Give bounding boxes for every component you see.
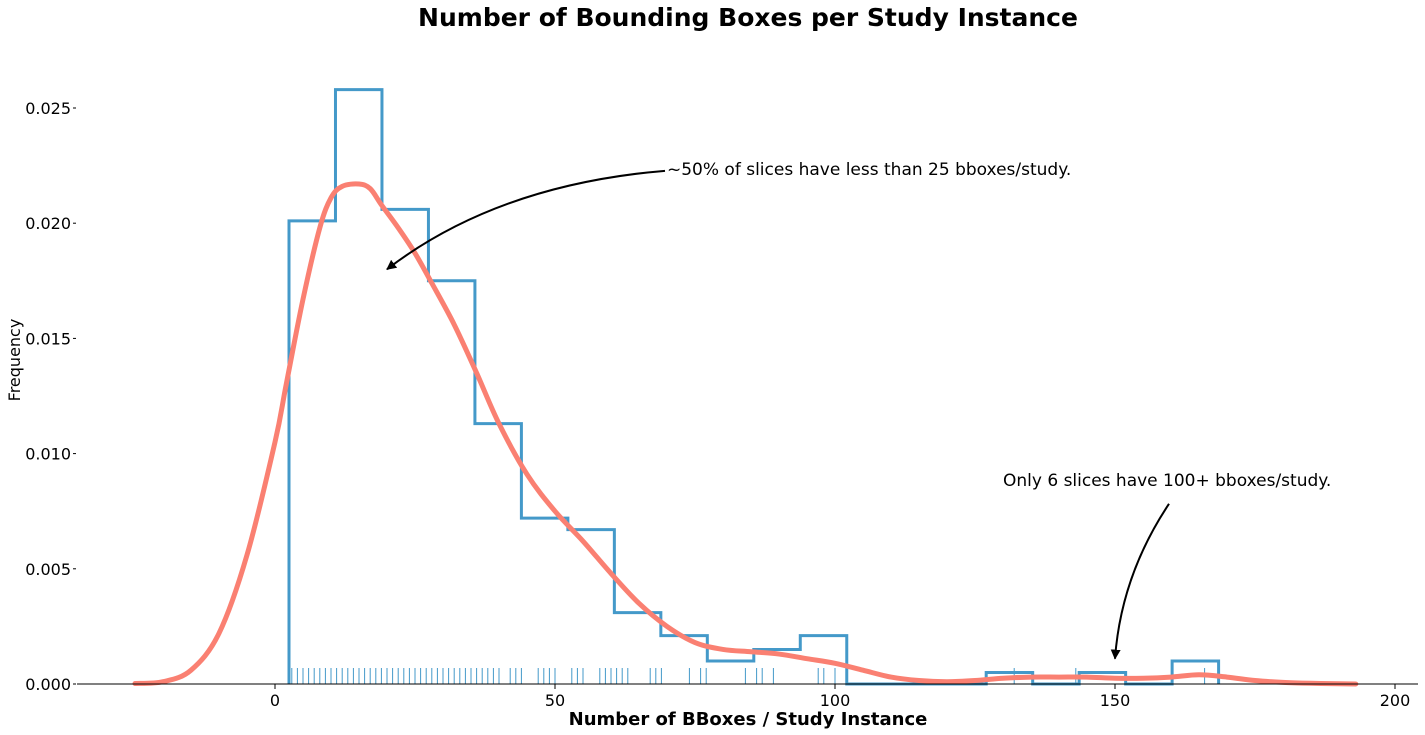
x-tick-label: 50 bbox=[545, 691, 565, 710]
histogram-bar bbox=[707, 661, 753, 684]
axes: 0 50 100 150 200 0.000 0.005 0.010 0.015 0.020 0.0… bbox=[25, 99, 1418, 710]
x-tick-label: 150 bbox=[1100, 691, 1131, 710]
histogram-bar bbox=[289, 221, 335, 684]
x-tick-label: 0 bbox=[270, 691, 280, 710]
rug-layer bbox=[291, 668, 1206, 684]
y-tick-label: 0.000 bbox=[25, 675, 71, 694]
annotations: ~50% of slices have less than 25 bboxes/… bbox=[386, 160, 1331, 660]
kde-curve bbox=[132, 181, 1359, 687]
histogram-bar bbox=[475, 424, 521, 684]
histogram-bar bbox=[428, 281, 474, 684]
x-tick-label: 100 bbox=[820, 691, 851, 710]
kde-layer bbox=[132, 181, 1359, 687]
histogram-bar bbox=[614, 613, 660, 684]
annotation-arrow bbox=[1110, 503, 1170, 660]
y-tick-label: 0.020 bbox=[25, 214, 71, 233]
y-tick-label: 0.010 bbox=[25, 445, 71, 464]
y-tick-label: 0.005 bbox=[25, 560, 71, 579]
chart-title: Number of Bounding Boxes per Study Insta… bbox=[418, 3, 1078, 32]
y-tick-label: 0.025 bbox=[25, 99, 71, 118]
annotation-text: ~50% of slices have less than 25 bboxes/… bbox=[667, 160, 1071, 180]
annotation-arrow bbox=[386, 169, 666, 271]
histogram-bar bbox=[335, 90, 381, 684]
x-axis-label: Number of BBoxes / Study Instance bbox=[569, 709, 928, 730]
annotation-text: Only 6 slices have 100+ bboxes/study. bbox=[1003, 471, 1331, 491]
histogram-bar bbox=[382, 209, 428, 684]
y-tick-label: 0.015 bbox=[25, 329, 71, 348]
histogram-bar bbox=[521, 518, 567, 684]
x-tick-label: 200 bbox=[1380, 691, 1411, 710]
y-axis-label: Frequency bbox=[5, 319, 24, 402]
